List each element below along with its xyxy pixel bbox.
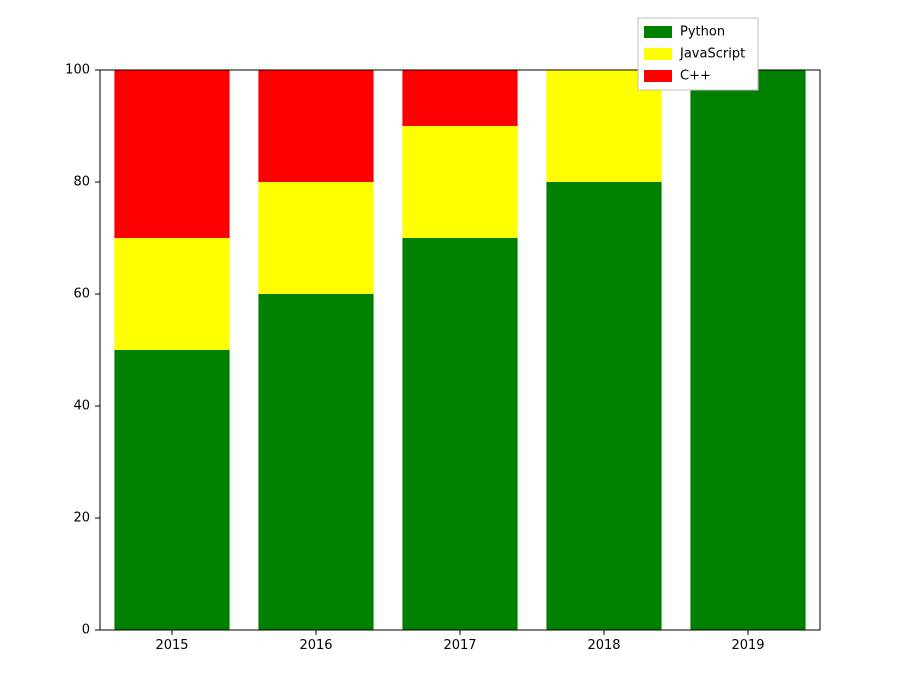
bar-segment: [114, 238, 229, 350]
y-tick-label: 0: [82, 623, 90, 638]
bar-segment: [402, 238, 517, 630]
legend-swatch: [644, 70, 672, 82]
bar-segment: [258, 294, 373, 630]
legend-label: JavaScript: [679, 47, 745, 62]
y-tick-label: 20: [73, 511, 90, 526]
y-tick-label: 80: [73, 175, 90, 190]
bar-segment: [402, 126, 517, 238]
bar-segment: [258, 70, 373, 182]
bar-segment: [402, 70, 517, 126]
bar-segment: [546, 182, 661, 630]
legend-label: C++: [680, 69, 711, 84]
bar-segment: [258, 182, 373, 294]
legend-label: Python: [680, 25, 725, 40]
y-tick-label: 60: [73, 287, 90, 302]
legend-swatch: [644, 26, 672, 38]
legend-swatch: [644, 48, 672, 60]
legend: Python JavaScript C++: [638, 18, 758, 90]
stacked-bar-chart: 0 20 40 60 80 100 2015 2016 2017 2018 2019 Python Ja…: [0, 0, 900, 700]
y-tick-label: 40: [73, 399, 90, 414]
chart-svg: 0 20 40 60 80 100 2015 2016 2017 2018 2019 Python Ja…: [0, 0, 900, 700]
x-tick-label: 2016: [299, 638, 332, 653]
bar-segment: [690, 70, 805, 630]
y-tick-label: 100: [65, 63, 90, 78]
bar-segment: [114, 350, 229, 630]
x-tick-label: 2015: [155, 638, 188, 653]
x-tick-label: 2019: [731, 638, 764, 653]
bar-segment: [114, 70, 229, 238]
x-tick-label: 2018: [587, 638, 620, 653]
x-tick-label: 2017: [443, 638, 476, 653]
